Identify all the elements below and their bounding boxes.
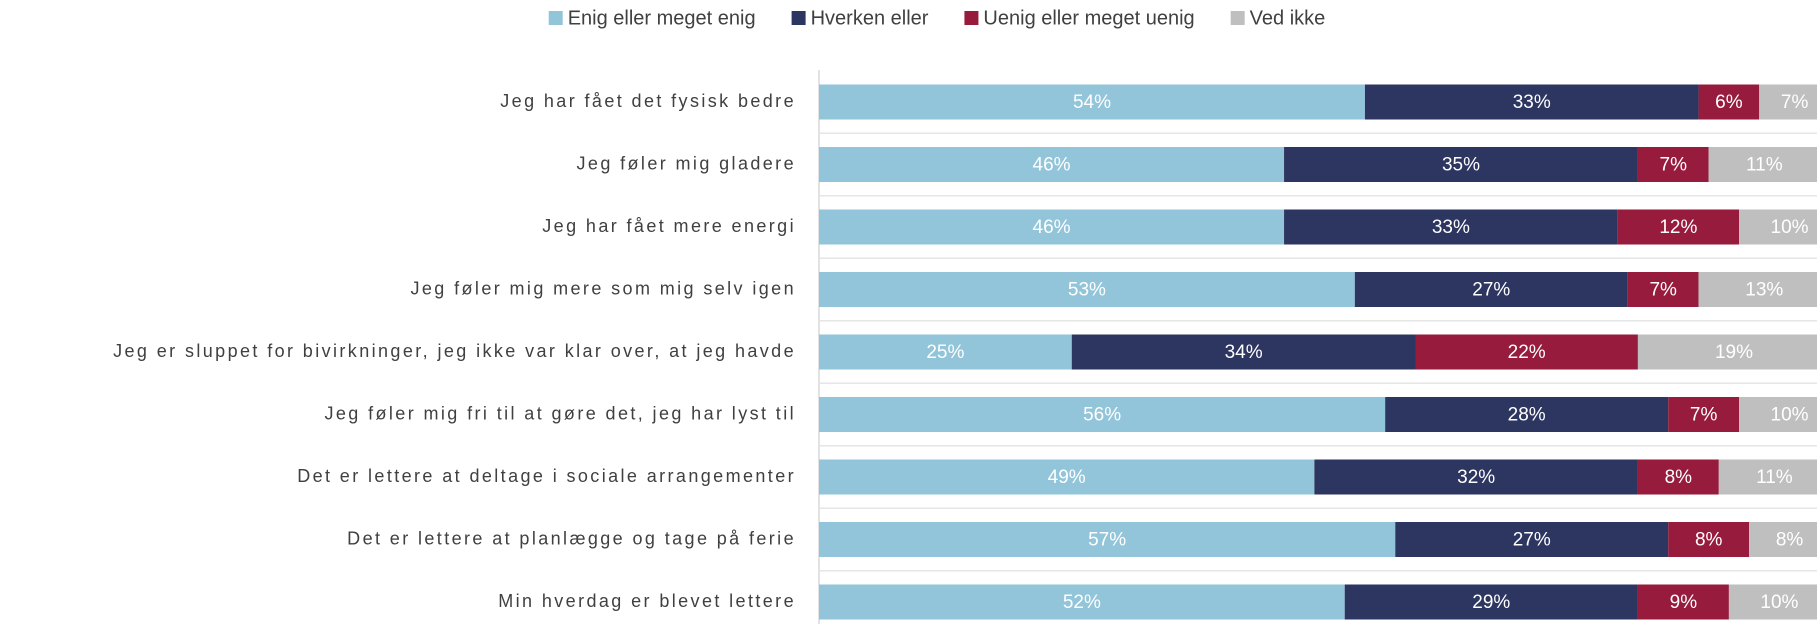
value-label: 29%: [1472, 592, 1510, 613]
bar-segment: [1749, 522, 1817, 557]
bar-segment: [1668, 522, 1750, 557]
legend-swatch: [791, 11, 806, 25]
category-label: Jeg har fået det fysisk bedre: [500, 91, 796, 111]
category-label: Jeg føler mig gladere: [577, 153, 796, 173]
value-label: 7%: [1660, 155, 1688, 176]
bar-segment: [1071, 334, 1416, 370]
bar-segment: [1354, 272, 1628, 307]
bar-segment: [1637, 334, 1817, 370]
value-label: 13%: [1745, 280, 1783, 301]
bar-segment: [819, 459, 1315, 495]
bar-segment: [1759, 84, 1817, 120]
bar-segment: [1739, 209, 1817, 245]
value-label: 56%: [1083, 405, 1121, 426]
category-label: Jeg føler mig mere som mig selv igen: [411, 278, 797, 298]
value-label: 34%: [1225, 342, 1263, 363]
value-label: 7%: [1690, 405, 1718, 426]
value-label: 22%: [1508, 342, 1546, 363]
bar-segment: [819, 84, 1365, 120]
legend-label: Enig eller meget enig: [568, 7, 756, 29]
category-label: Jeg har fået mere energi: [542, 216, 796, 236]
bar-segment: [1385, 397, 1669, 432]
bar-segment: [1344, 584, 1638, 620]
bar-segment: [819, 397, 1386, 432]
value-label: 57%: [1088, 530, 1126, 551]
value-label: 7%: [1649, 280, 1677, 301]
bar-segment: [1617, 209, 1740, 245]
value-label: 11%: [1756, 467, 1793, 488]
value-label: 53%: [1068, 280, 1106, 301]
category-label: Det er lettere at deltage i sociale arra…: [297, 466, 796, 486]
value-label: 10%: [1771, 405, 1809, 426]
value-label: 10%: [1771, 217, 1809, 238]
bar-segment: [1415, 334, 1638, 370]
legend-swatch: [964, 11, 979, 25]
bar-segment: [819, 272, 1355, 307]
category-label: Jeg føler mig fri til at gøre det, jeg h…: [324, 403, 796, 423]
value-label: 27%: [1513, 530, 1551, 551]
bar-segment: [819, 584, 1345, 620]
value-label: 27%: [1472, 280, 1510, 301]
value-label: 19%: [1715, 342, 1753, 363]
value-label: 28%: [1508, 405, 1546, 426]
bar-segment: [1668, 397, 1740, 432]
legend-label: Hverken eller: [811, 7, 929, 29]
value-label: 8%: [1665, 467, 1693, 488]
value-label: 7%: [1781, 92, 1809, 113]
value-label: 9%: [1670, 592, 1698, 613]
bar-segment: [1698, 84, 1760, 120]
legend: Enig eller meget enig Hverken eller Uenig …: [548, 7, 1326, 29]
bar-segment: [1284, 147, 1638, 182]
bar-segment: [1637, 459, 1719, 495]
value-label: 6%: [1715, 92, 1743, 113]
legend-swatch: [548, 11, 563, 25]
bar-segment: [1364, 84, 1699, 120]
bar-segment: [819, 209, 1285, 245]
legend-label: Uenig eller meget uenig: [983, 7, 1194, 29]
bar-segment: [1314, 459, 1638, 495]
value-label: 32%: [1457, 467, 1495, 488]
bar-segment: [819, 522, 1396, 557]
bar-segment: [1284, 209, 1618, 245]
bar-segment: [1627, 272, 1699, 307]
bar-segment: [1637, 147, 1709, 182]
value-label: 8%: [1695, 530, 1723, 551]
category-label: Jeg er sluppet for bivirkninger, jeg ikk…: [113, 341, 796, 361]
value-label: 33%: [1513, 92, 1551, 113]
legend-swatch: [1230, 11, 1245, 25]
value-label: 46%: [1033, 155, 1071, 176]
value-label: 11%: [1746, 155, 1783, 176]
value-label: 8%: [1776, 530, 1804, 551]
value-label: 33%: [1432, 217, 1470, 238]
bar-segment: [1739, 397, 1817, 432]
legend-label: Ved ikke: [1250, 7, 1326, 29]
value-label: 35%: [1442, 155, 1480, 176]
bar-segment: [1728, 584, 1817, 620]
bar-segment: [819, 147, 1285, 182]
value-label: 46%: [1033, 217, 1071, 238]
bar-segment: [1708, 147, 1817, 182]
value-label: 52%: [1063, 592, 1101, 613]
value-label: 25%: [926, 342, 964, 363]
bar-segment: [1698, 272, 1817, 307]
bar-segment: [1395, 522, 1669, 557]
category-label: Det er lettere at planlægge og tage på f…: [347, 528, 796, 548]
value-label: 12%: [1659, 217, 1697, 238]
bar-segment: [1718, 459, 1817, 495]
value-label: 54%: [1073, 92, 1111, 113]
bar-segment: [819, 334, 1072, 370]
value-label: 49%: [1048, 467, 1086, 488]
category-label: Min hverdag er blevet lettere: [498, 591, 796, 611]
value-label: 10%: [1760, 592, 1798, 613]
bar-segment: [1637, 584, 1729, 620]
